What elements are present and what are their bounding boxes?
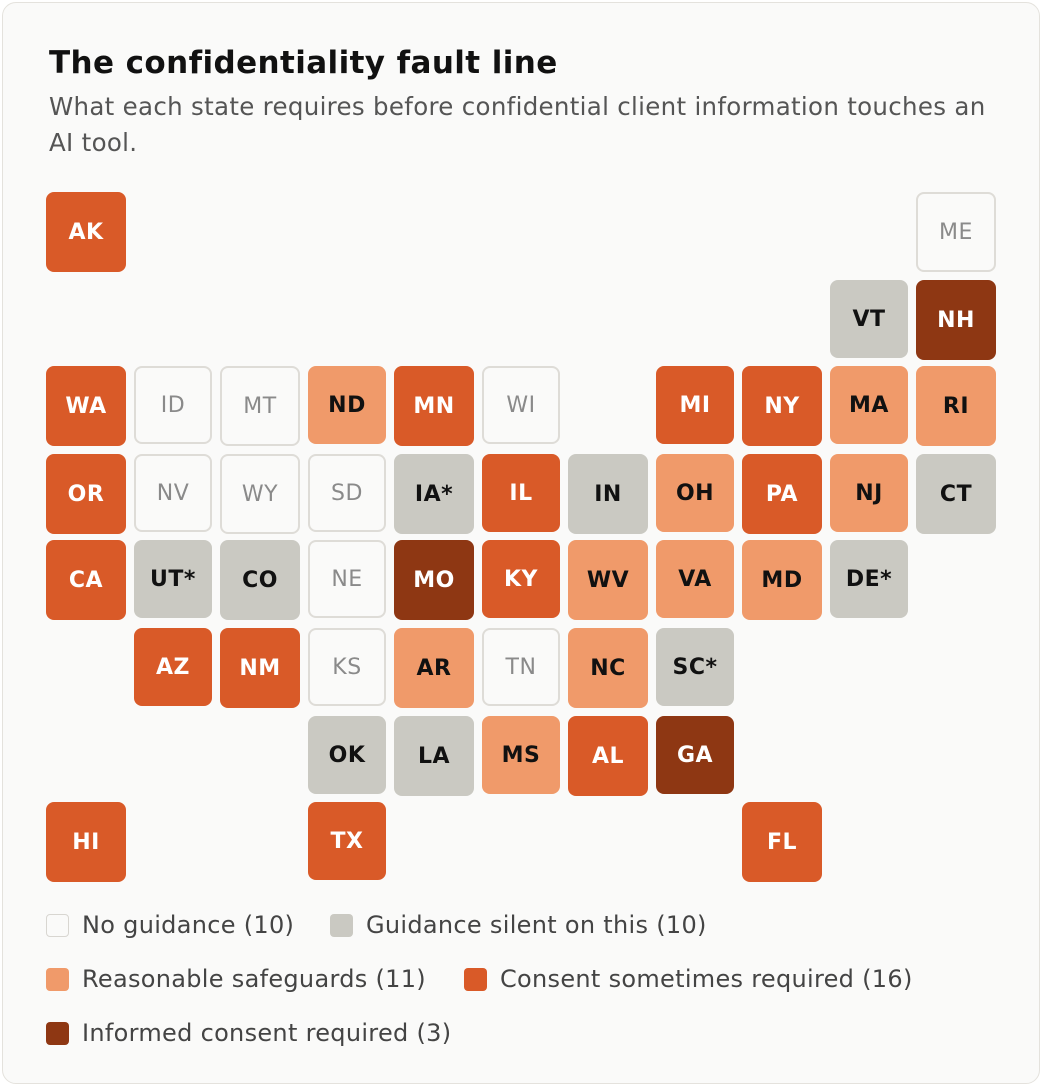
tile-mo[interactable]: MO: [394, 540, 474, 620]
legend-swatch-reasonable: [46, 967, 69, 991]
tile-ne[interactable]: NE: [308, 540, 386, 618]
tile-oh[interactable]: OH: [656, 454, 734, 532]
tile-vt[interactable]: VT: [830, 280, 908, 358]
tile-nj[interactable]: NJ: [830, 454, 908, 532]
legend-swatch-some: [464, 967, 487, 991]
legend-swatch-none: [46, 913, 69, 937]
legend-item-informed: Informed consent required (3): [46, 1018, 451, 1048]
tile-md[interactable]: MD: [742, 540, 822, 620]
tile-fl[interactable]: FL: [742, 802, 822, 882]
tile-hi[interactable]: HI: [46, 802, 126, 882]
tile-wv[interactable]: WV: [568, 540, 648, 620]
legend-label-silent: Guidance silent on this (10): [366, 911, 707, 939]
tile-ms[interactable]: MS: [482, 716, 560, 794]
tile-wi[interactable]: WI: [482, 366, 560, 444]
legend-label-some: Consent sometimes required (16): [500, 965, 913, 993]
legend-swatch-silent: [330, 913, 353, 937]
legend-label-none: No guidance (10): [82, 911, 295, 939]
tile-la[interactable]: LA: [394, 716, 474, 796]
tile-ak[interactable]: AK: [46, 192, 126, 272]
tile-ky[interactable]: KY: [482, 540, 560, 618]
tile-ma[interactable]: MA: [830, 366, 908, 444]
legend-item-some: Consent sometimes required (16): [464, 964, 913, 994]
tile-va[interactable]: VA: [656, 540, 734, 618]
tile-nh[interactable]: NH: [916, 280, 996, 360]
tile-il[interactable]: IL: [482, 454, 560, 532]
tile-nm[interactable]: NM: [220, 628, 300, 708]
tile-az[interactable]: AZ: [134, 628, 212, 706]
tile-nc[interactable]: NC: [568, 628, 648, 708]
tile-wy[interactable]: WY: [220, 454, 300, 534]
tile-ar[interactable]: AR: [394, 628, 474, 708]
tile-sd[interactable]: SD: [308, 454, 386, 532]
tile-or[interactable]: OR: [46, 454, 126, 534]
tile-ri[interactable]: RI: [916, 366, 996, 446]
tile-al[interactable]: AL: [568, 716, 648, 796]
tile-ok[interactable]: OK: [308, 716, 386, 794]
tile-mn[interactable]: MN: [394, 366, 474, 446]
tile-nd[interactable]: ND: [308, 366, 386, 444]
tile-pa[interactable]: PA: [742, 454, 822, 534]
tile-ks[interactable]: KS: [308, 628, 386, 706]
tile-nv[interactable]: NV: [134, 454, 212, 532]
legend-label-reasonable: Reasonable safeguards (11): [82, 965, 426, 993]
tile-ct[interactable]: CT: [916, 454, 996, 534]
tile-co[interactable]: CO: [220, 540, 300, 620]
legend-item-none: No guidance (10): [46, 910, 294, 940]
tile-ia[interactable]: IA*: [394, 454, 474, 534]
tile-wa[interactable]: WA: [46, 366, 126, 446]
tile-ny[interactable]: NY: [742, 366, 822, 446]
tile-ca[interactable]: CA: [46, 540, 126, 620]
tile-mi[interactable]: MI: [656, 366, 734, 444]
tile-me[interactable]: ME: [916, 192, 996, 272]
chart-subtitle: What each state requires before confiden…: [49, 92, 986, 157]
tile-ut[interactable]: UT*: [134, 540, 212, 618]
tile-mt[interactable]: MT: [220, 366, 300, 446]
legend-label-informed: Informed consent required (3): [82, 1019, 452, 1047]
chart-title: The confidentiality fault line: [49, 45, 558, 81]
tile-in[interactable]: IN: [568, 454, 648, 534]
legend-swatch-informed: [46, 1021, 69, 1045]
tile-tn[interactable]: TN: [482, 628, 560, 706]
tile-tx[interactable]: TX: [308, 802, 386, 880]
legend-item-silent: Guidance silent on this (10): [330, 910, 707, 940]
tile-id[interactable]: ID: [134, 366, 212, 444]
tile-ga[interactable]: GA: [656, 716, 734, 794]
legend-item-reasonable: Reasonable safeguards (11): [46, 964, 426, 994]
tile-de[interactable]: DE*: [830, 540, 908, 618]
tile-sc[interactable]: SC*: [656, 628, 734, 706]
